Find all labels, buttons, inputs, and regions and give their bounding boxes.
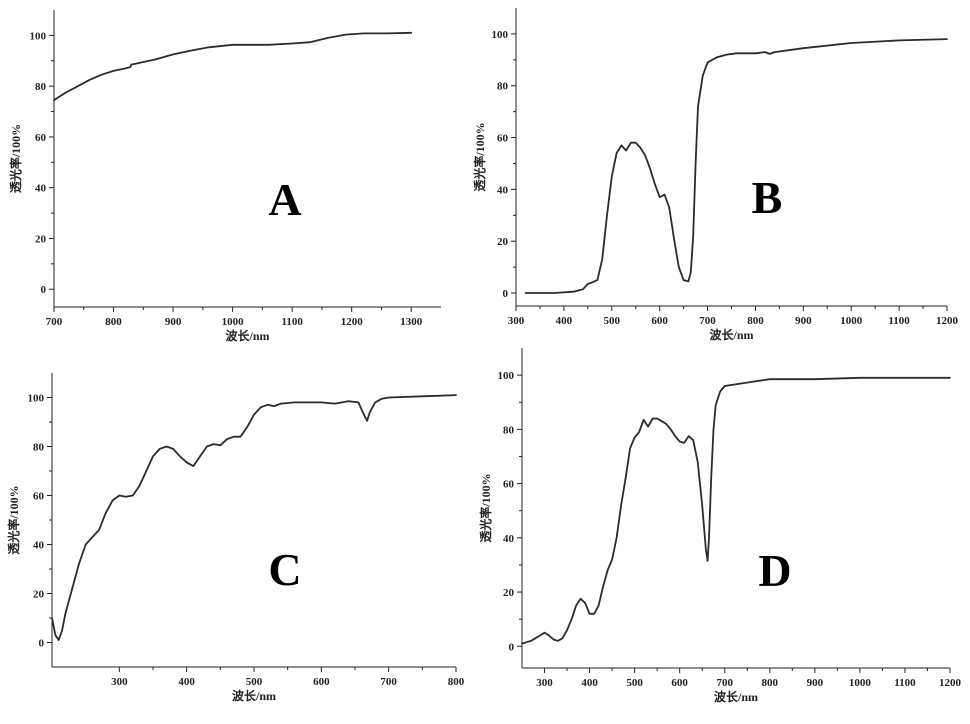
y-tick-label: 0: [509, 641, 515, 653]
y-tick-label: 80: [35, 81, 47, 93]
x-tick-label: 1100: [894, 677, 916, 689]
x-tick-label: 700: [380, 676, 397, 688]
y-tick-label: 80: [33, 442, 45, 454]
y-tick-label: 100: [30, 30, 47, 42]
x-tick-label: 700: [46, 316, 63, 328]
x-tick-label: 600: [671, 677, 688, 689]
x-tick-label: 300: [536, 677, 553, 689]
x-axis-title: 波长/nm: [709, 327, 753, 342]
y-tick-label: 100: [498, 370, 515, 382]
y-tick-label: 20: [33, 589, 45, 601]
x-axis-title: 波长/nm: [232, 688, 276, 703]
x-tick-label: 300: [111, 676, 128, 688]
x-tick-label: 300: [508, 315, 525, 327]
x-tick-label: 500: [246, 676, 263, 688]
x-tick-label: 900: [165, 316, 182, 328]
x-tick-label: 600: [651, 315, 668, 327]
x-tick-label: 500: [626, 677, 643, 689]
x-tick-label: 1000: [840, 315, 863, 327]
x-tick-label: 1200: [341, 316, 364, 328]
y-axis-title: 透光率/100%: [8, 124, 23, 193]
x-tick-label: 1100: [281, 316, 303, 328]
x-tick-label: 800: [747, 315, 764, 327]
figure: 7008009001000110012001300020406080100波长/…: [0, 0, 970, 719]
y-tick-label: 100: [492, 29, 509, 41]
x-tick-label: 700: [716, 677, 733, 689]
y-tick-label: 40: [33, 540, 45, 552]
panel-letter-a: A: [268, 174, 301, 225]
x-tick-label: 1300: [400, 316, 423, 328]
x-tick-label: 800: [448, 676, 465, 688]
y-tick-label: 0: [39, 638, 45, 650]
x-tick-label: 800: [105, 316, 122, 328]
y-tick-label: 0: [41, 284, 47, 296]
y-tick-label: 40: [497, 184, 509, 196]
x-tick-label: 1000: [849, 677, 872, 689]
y-axis-title: 透光率/100%: [472, 122, 487, 191]
x-tick-label: 400: [178, 676, 195, 688]
x-tick-label: 800: [762, 677, 779, 689]
x-tick-label: 1200: [939, 677, 962, 689]
x-tick-label: 900: [807, 677, 824, 689]
y-axis-title: 透光率/100%: [478, 473, 493, 542]
y-tick-label: 100: [28, 393, 45, 405]
x-tick-label: 1100: [888, 315, 910, 327]
x-tick-label: 400: [556, 315, 573, 327]
x-tick-label: 1200: [936, 315, 959, 327]
y-tick-label: 40: [35, 183, 47, 195]
y-tick-label: 20: [497, 236, 509, 248]
x-tick-label: 900: [795, 315, 812, 327]
y-tick-label: 60: [35, 132, 47, 144]
panel-letter-b: B: [752, 172, 783, 223]
x-tick-label: 500: [604, 315, 621, 327]
y-tick-label: 60: [503, 479, 515, 491]
chart-canvas: 7008009001000110012001300020406080100波长/…: [0, 0, 970, 719]
y-tick-label: 60: [497, 133, 509, 145]
y-tick-label: 20: [35, 233, 47, 245]
x-tick-label: 700: [699, 315, 716, 327]
x-tick-label: 400: [581, 677, 598, 689]
x-axis-title: 波长/nm: [225, 328, 269, 343]
y-tick-label: 80: [497, 81, 509, 93]
x-tick-label: 600: [313, 676, 330, 688]
y-tick-label: 20: [503, 587, 515, 599]
y-tick-label: 60: [33, 491, 45, 503]
x-tick-label: 1000: [222, 316, 245, 328]
panel-letter-c: C: [268, 544, 301, 595]
y-axis-title: 透光率/100%: [6, 485, 21, 554]
y-tick-label: 80: [503, 424, 515, 436]
x-axis-title: 波长/nm: [714, 689, 758, 704]
panel-letter-d: D: [758, 545, 791, 596]
y-tick-label: 0: [503, 288, 509, 300]
y-tick-label: 40: [503, 533, 515, 545]
